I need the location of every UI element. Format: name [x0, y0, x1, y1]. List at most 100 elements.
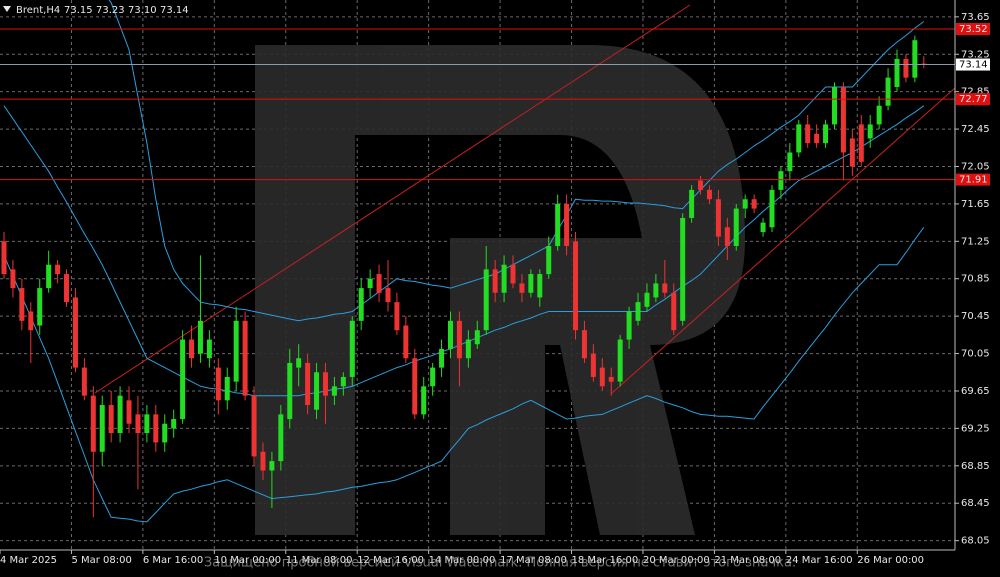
- candle-body: [778, 171, 784, 190]
- candle-body: [573, 241, 579, 331]
- candle-body: [340, 376, 346, 387]
- x-tick-label: 12 Mar 16:00: [357, 555, 424, 566]
- candle-body: [635, 302, 641, 321]
- candle-body: [564, 203, 570, 247]
- candle-body: [733, 208, 739, 247]
- candle-body: [322, 372, 328, 396]
- candle-body: [653, 283, 659, 298]
- candle-body: [796, 124, 802, 153]
- candle-body: [376, 274, 382, 293]
- x-tick-label: 21 Mar 08:00: [714, 555, 781, 566]
- candle-body: [849, 138, 855, 167]
- axis-layer: 68.05 68.45 68.85 69.25 69.65 70.05 70.45 70.85…: [0, 12, 990, 566]
- candle-body: [760, 222, 766, 232]
- candle-body: [233, 320, 239, 382]
- candle-body: [546, 246, 552, 275]
- y-tick-label: 72.05: [961, 161, 990, 172]
- candle-body: [858, 124, 864, 162]
- candle-body: [224, 376, 230, 401]
- candle-body: [90, 395, 96, 452]
- candle-body: [456, 320, 462, 359]
- level-label: 71.91: [959, 175, 988, 186]
- y-tick-label: 71.65: [961, 199, 990, 210]
- candle-body: [626, 311, 632, 340]
- level-label-box: [956, 173, 990, 186]
- candle-body: [46, 264, 52, 289]
- candle-body: [81, 367, 87, 396]
- y-tick-label: 70.85: [961, 274, 990, 285]
- bollinger-band: [108, 0, 925, 322]
- level-label: 72.77: [959, 94, 988, 105]
- trend-line: [611, 87, 955, 394]
- candle-body: [1, 241, 7, 275]
- candle-body: [260, 451, 266, 471]
- candle-body: [831, 86, 837, 125]
- candle-body: [171, 419, 177, 429]
- x-tick-label: 20 Mar 00:00: [643, 555, 710, 566]
- candle-body: [724, 227, 730, 247]
- candle-body: [305, 362, 311, 406]
- trend-line: [94, 4, 691, 394]
- level-label-box: [956, 22, 990, 35]
- candle-body: [153, 414, 159, 443]
- y-tick-label: 73.65: [961, 12, 990, 23]
- y-tick-label: 73.25: [961, 49, 990, 60]
- candle-body: [555, 203, 561, 247]
- candle-body: [108, 405, 114, 434]
- x-tick-label: 24 Mar 16:00: [786, 555, 853, 566]
- candle-body: [715, 199, 721, 237]
- candle-body: [617, 339, 623, 382]
- plot-area: [0, 0, 955, 523]
- candle-body: [99, 405, 105, 452]
- candle-body: [403, 325, 409, 359]
- candle-body: [287, 362, 293, 420]
- candle-body: [876, 105, 882, 125]
- candle-body: [671, 292, 677, 331]
- y-tick-label: 69.25: [961, 423, 990, 434]
- candle-body: [349, 320, 355, 377]
- x-tick-label: 5 Mar 08:00: [71, 555, 131, 566]
- candle-body: [358, 288, 364, 321]
- candle-body: [10, 269, 16, 289]
- candle-body: [474, 330, 480, 345]
- x-tick-label: 17 Mar 08:00: [500, 555, 567, 566]
- candle-body: [64, 274, 70, 303]
- candle-body: [117, 395, 123, 434]
- level-label-box: [956, 93, 990, 106]
- x-tick-label: 14 Mar 00:00: [429, 555, 496, 566]
- x-tick-label: 18 Mar 16:00: [572, 555, 639, 566]
- candle-body: [787, 152, 793, 172]
- candle-body: [28, 311, 34, 331]
- candle-body: [331, 386, 337, 396]
- candle-body: [599, 367, 605, 387]
- y-tick-label: 68.45: [961, 498, 990, 509]
- candle-body: [162, 423, 168, 443]
- candle-body: [537, 274, 543, 298]
- candle-body: [840, 86, 846, 153]
- candle-body: [662, 283, 668, 293]
- y-tick-label: 70.05: [961, 349, 990, 360]
- y-tick-label: 71.25: [961, 236, 990, 247]
- candle-body: [823, 124, 829, 144]
- candle-body: [394, 302, 400, 331]
- candle-body: [492, 269, 498, 293]
- candle-body: [135, 414, 141, 434]
- current-price-label: 73.14: [959, 60, 988, 71]
- candle-body: [501, 264, 507, 293]
- candle-body: [314, 372, 320, 410]
- candle-body: [296, 358, 302, 368]
- high-label: 73.23: [96, 5, 125, 16]
- candle-body: [912, 40, 918, 78]
- candle-body: [430, 367, 436, 387]
- candle-body: [385, 288, 391, 303]
- candle-body: [251, 395, 257, 457]
- candle-body: [242, 320, 248, 396]
- logo-watermark: [255, 45, 745, 535]
- candle-body: [55, 264, 61, 275]
- symbol: Brent,H4: [16, 5, 60, 16]
- y-tick-label: 70.45: [961, 311, 990, 322]
- y-tick-label: 72.85: [961, 87, 990, 98]
- candle-body: [885, 77, 891, 106]
